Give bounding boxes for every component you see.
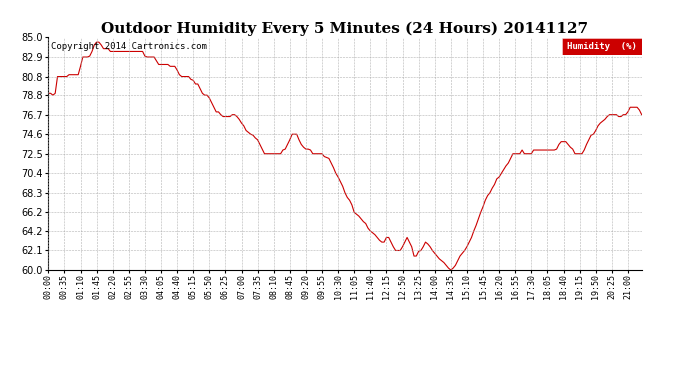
Text: Copyright 2014 Cartronics.com: Copyright 2014 Cartronics.com: [51, 42, 207, 51]
Title: Outdoor Humidity Every 5 Minutes (24 Hours) 20141127: Outdoor Humidity Every 5 Minutes (24 Hou…: [101, 22, 589, 36]
